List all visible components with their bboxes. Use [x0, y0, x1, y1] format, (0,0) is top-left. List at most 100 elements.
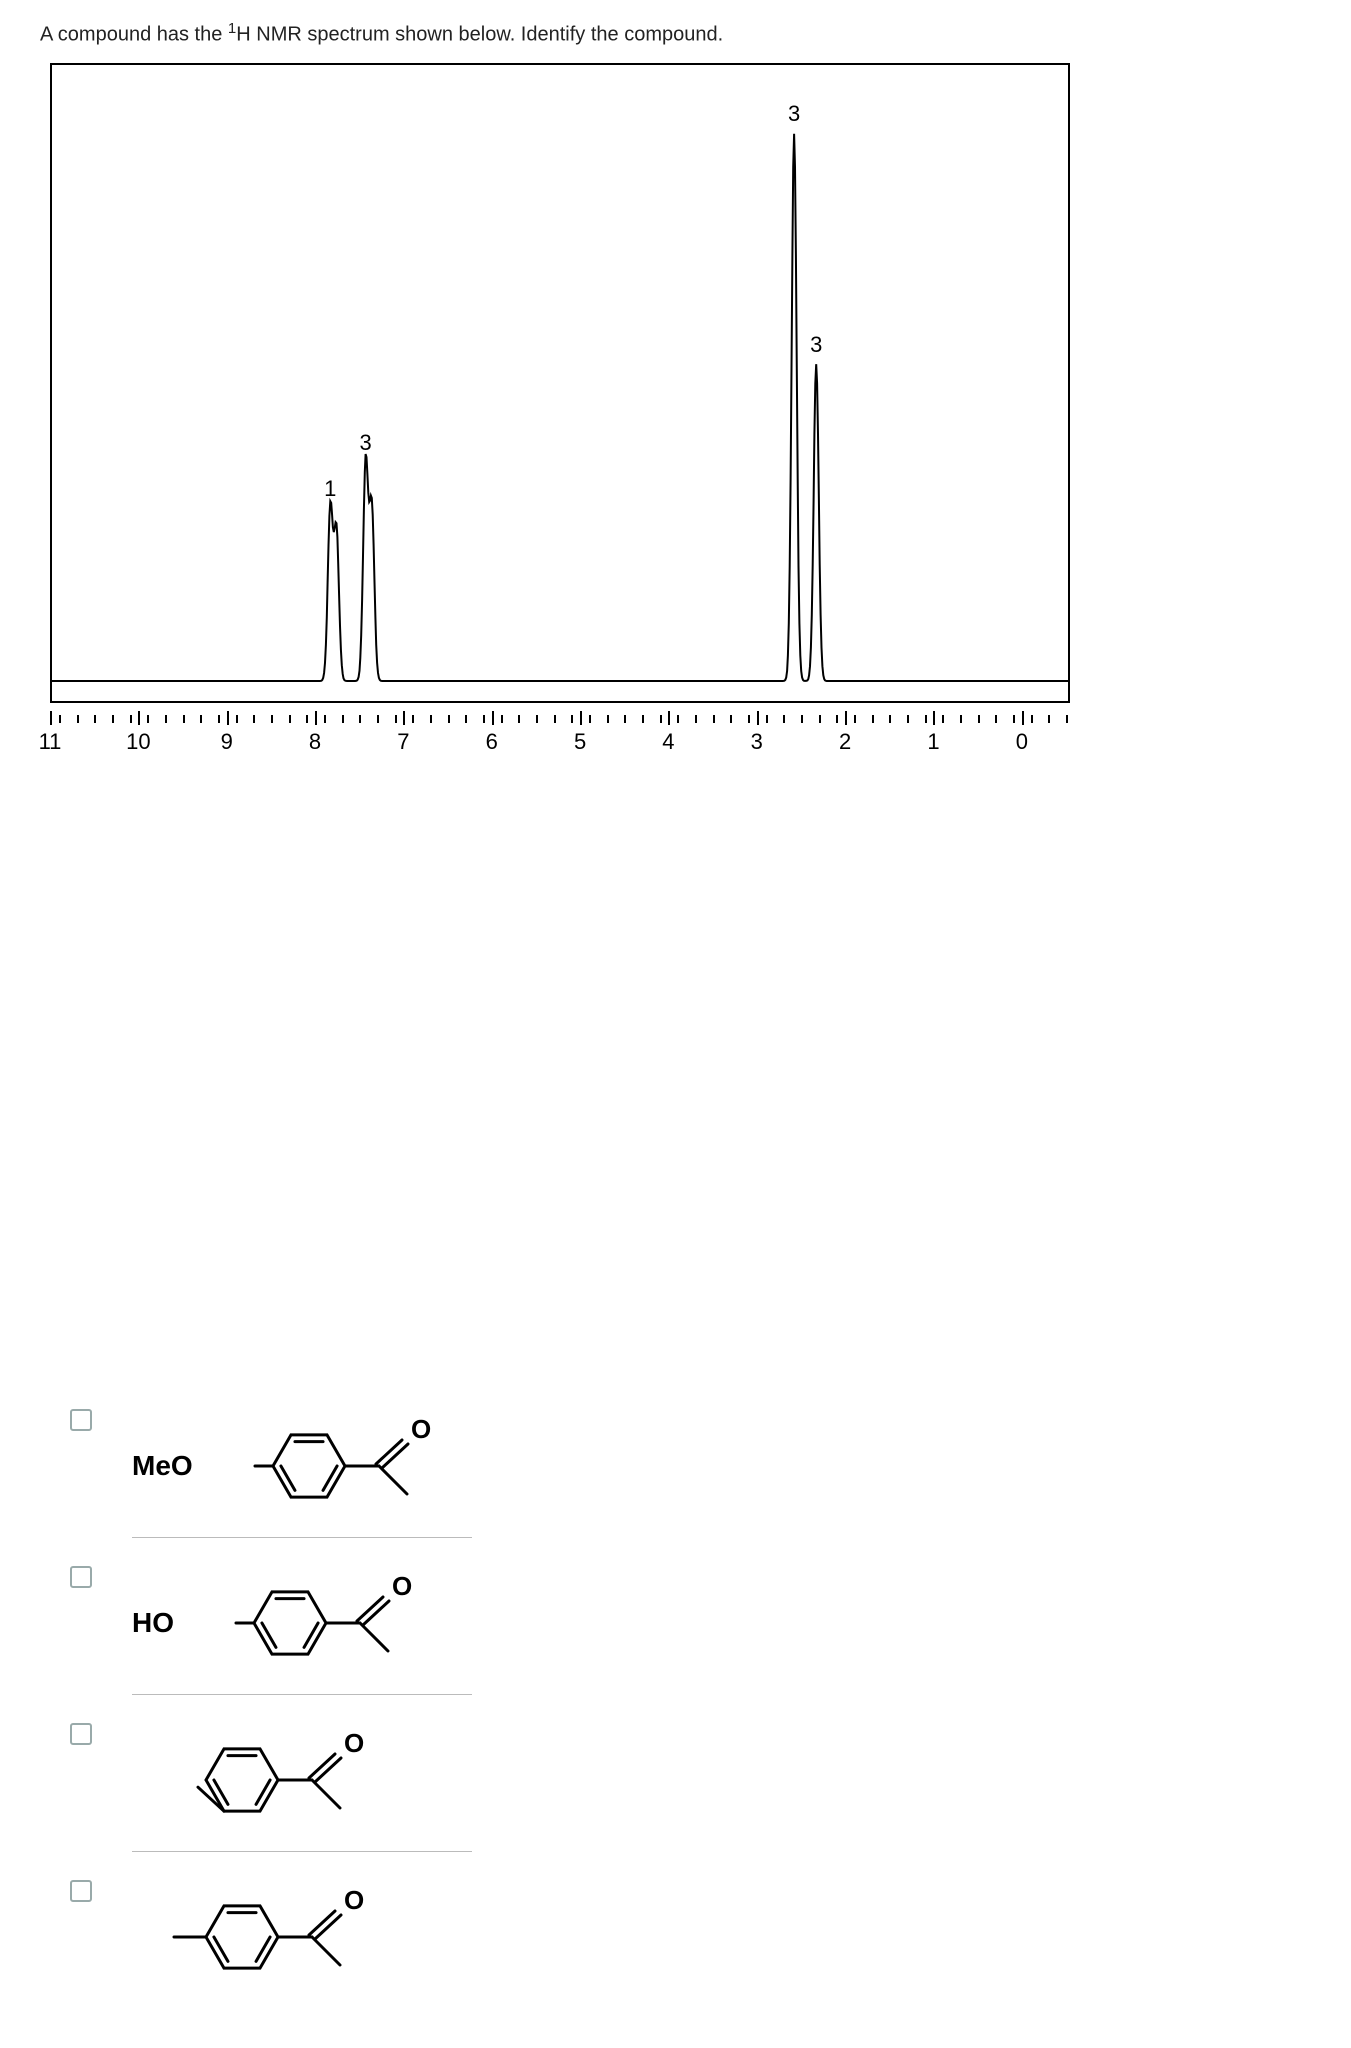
axis-minor-tick [236, 715, 238, 723]
peak-integral-label: 3 [788, 101, 800, 127]
axis-minor-tick [554, 715, 556, 723]
axis-tick-label: 1 [927, 729, 939, 755]
molecule-svg: O [199, 1401, 459, 1531]
question-text: A compound has the 1H NMR spectrum shown… [40, 20, 1311, 47]
answer-option: O [70, 1872, 1311, 2008]
nmr-spectrum: 1333 11109876543210 [50, 63, 1070, 781]
axis-minor-tick [624, 715, 626, 723]
axis-minor-tick [165, 715, 167, 723]
axis-minor-tick [748, 715, 750, 723]
axis-tick-label: 7 [397, 729, 409, 755]
axis-minor-tick [1048, 715, 1050, 723]
axis-minor-tick [677, 715, 679, 723]
answer-option: HO O [70, 1558, 1311, 1695]
option-structure: HO O [132, 1558, 472, 1695]
option-checkbox[interactable] [70, 1880, 92, 1902]
axis-minor-tick [978, 715, 980, 723]
peak-integral-label: 3 [360, 430, 372, 456]
axis-minor-tick [872, 715, 874, 723]
axis-minor-tick [730, 715, 732, 723]
axis-minor-tick [130, 715, 132, 723]
axis-tick [580, 711, 582, 725]
axis-minor-tick [571, 715, 573, 723]
axis-minor-tick [518, 715, 520, 723]
option-checkbox[interactable] [70, 1566, 92, 1588]
axis-minor-tick [483, 715, 485, 723]
svg-text:O: O [392, 1571, 412, 1601]
axis-tick-label: 8 [309, 729, 321, 755]
option-checkbox[interactable] [70, 1723, 92, 1745]
axis-minor-tick [271, 715, 273, 723]
axis-minor-tick [94, 715, 96, 723]
axis-minor-tick [942, 715, 944, 723]
molecule-svg: O [180, 1558, 440, 1688]
answer-option: O [70, 1715, 1311, 1852]
axis-minor-tick [960, 715, 962, 723]
axis-minor-tick [342, 715, 344, 723]
axis-minor-tick [783, 715, 785, 723]
option-checkbox[interactable] [70, 1409, 92, 1431]
axis-minor-tick [642, 715, 644, 723]
axis-tick [403, 711, 405, 725]
axis-minor-tick [306, 715, 308, 723]
svg-text:O: O [411, 1414, 431, 1444]
axis-minor-tick [501, 715, 503, 723]
axis-minor-tick [695, 715, 697, 723]
ppm-axis: 11109876543210 [50, 711, 1070, 781]
axis-tick [933, 711, 935, 725]
axis-minor-tick [395, 715, 397, 723]
answer-option: MeOO [70, 1401, 1311, 1538]
spectrum-trace [52, 65, 1068, 701]
axis-minor-tick [713, 715, 715, 723]
axis-minor-tick [412, 715, 414, 723]
axis-tick [757, 711, 759, 725]
option-structure: O [132, 1872, 472, 2008]
substituent-label: HO [132, 1607, 174, 1639]
axis-minor-tick [324, 715, 326, 723]
axis-minor-tick [925, 715, 927, 723]
axis-minor-tick [289, 715, 291, 723]
axis-minor-tick [359, 715, 361, 723]
axis-tick-label: 11 [39, 729, 62, 755]
axis-minor-tick [253, 715, 255, 723]
axis-minor-tick [377, 715, 379, 723]
axis-tick-label: 9 [221, 729, 233, 755]
axis-minor-tick [183, 715, 185, 723]
svg-text:O: O [344, 1885, 364, 1915]
axis-minor-tick [1066, 715, 1068, 723]
axis-tick [315, 711, 317, 725]
axis-minor-tick [607, 715, 609, 723]
axis-minor-tick [536, 715, 538, 723]
axis-minor-tick [1031, 715, 1033, 723]
axis-minor-tick [59, 715, 61, 723]
axis-tick-label: 10 [126, 729, 150, 755]
axis-tick-label: 5 [574, 729, 586, 755]
axis-minor-tick [907, 715, 909, 723]
axis-minor-tick [448, 715, 450, 723]
answer-options: MeOO HO O O O [70, 1401, 1311, 2008]
axis-minor-tick [836, 715, 838, 723]
option-structure: O [132, 1715, 472, 1852]
peak-integral-label: 3 [810, 332, 822, 358]
svg-text:O: O [344, 1728, 364, 1758]
peak-integral-label: 1 [324, 476, 336, 502]
axis-minor-tick [889, 715, 891, 723]
axis-tick [227, 711, 229, 725]
axis-tick [845, 711, 847, 725]
axis-minor-tick [819, 715, 821, 723]
axis-tick-label: 2 [839, 729, 851, 755]
axis-minor-tick [766, 715, 768, 723]
axis-tick [668, 711, 670, 725]
spectrum-plot-area: 1333 [50, 63, 1070, 703]
axis-tick-label: 3 [751, 729, 763, 755]
axis-minor-tick [589, 715, 591, 723]
molecule-svg: O [132, 1715, 392, 1845]
axis-tick-label: 6 [486, 729, 498, 755]
axis-tick [138, 711, 140, 725]
axis-minor-tick [200, 715, 202, 723]
axis-minor-tick [854, 715, 856, 723]
axis-minor-tick [801, 715, 803, 723]
option-structure: MeOO [132, 1401, 472, 1538]
axis-minor-tick [112, 715, 114, 723]
axis-minor-tick [995, 715, 997, 723]
